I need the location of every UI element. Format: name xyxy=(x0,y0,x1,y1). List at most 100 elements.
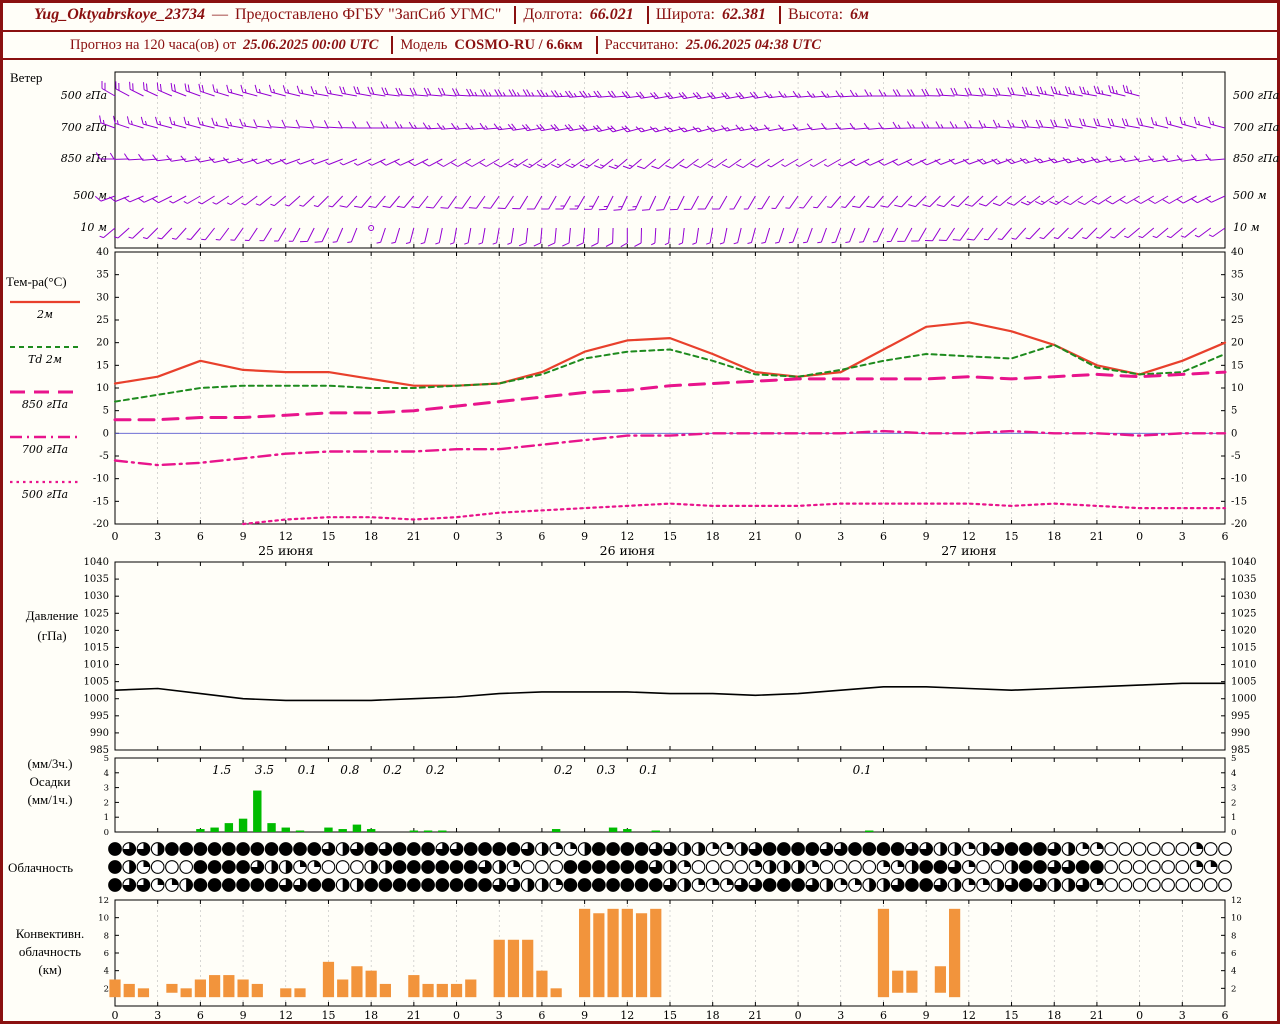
svg-text:Ветер: Ветер xyxy=(10,70,42,85)
svg-text:1000: 1000 xyxy=(1231,694,1256,705)
svg-text:6: 6 xyxy=(1222,530,1229,543)
svg-text:500 м: 500 м xyxy=(1233,189,1267,202)
svg-text:700 гПа: 700 гПа xyxy=(1233,121,1279,134)
svg-text:2: 2 xyxy=(1231,984,1236,994)
svg-text:12: 12 xyxy=(279,530,293,543)
svg-text:1015: 1015 xyxy=(84,642,109,653)
model-value: COSMO-RU / 6.6км xyxy=(454,36,583,53)
svg-text:35: 35 xyxy=(1231,270,1244,281)
svg-text:18: 18 xyxy=(364,1009,378,1022)
svg-text:21: 21 xyxy=(748,530,762,543)
svg-text:21: 21 xyxy=(748,1009,762,1022)
svg-text:4: 4 xyxy=(104,769,109,779)
svg-text:1035: 1035 xyxy=(84,574,109,585)
svg-text:0: 0 xyxy=(453,530,460,543)
svg-text:-20: -20 xyxy=(1231,519,1247,530)
svg-text:20: 20 xyxy=(1231,338,1244,349)
svg-text:9: 9 xyxy=(581,530,588,543)
svg-text:1020: 1020 xyxy=(84,625,109,636)
svg-text:40: 40 xyxy=(1231,247,1244,258)
svg-text:3: 3 xyxy=(1179,530,1186,543)
svg-text:500 гПа: 500 гПа xyxy=(22,488,68,501)
svg-text:0: 0 xyxy=(1231,828,1236,838)
svg-text:500 гПа: 500 гПа xyxy=(61,89,107,102)
svg-text:35: 35 xyxy=(96,270,109,281)
svg-text:4: 4 xyxy=(104,967,109,977)
svg-text:21: 21 xyxy=(407,1009,421,1022)
svg-text:500 м: 500 м xyxy=(73,189,107,202)
svg-text:6: 6 xyxy=(880,530,887,543)
svg-text:10: 10 xyxy=(96,383,109,394)
svg-text:0: 0 xyxy=(104,828,109,838)
wind-panel: Ветер 500 гПа 500 гПа 700 гПа 700 гПа 850 гПа… xyxy=(10,70,1279,249)
svg-text:(мм/3ч.): (мм/3ч.) xyxy=(27,756,72,771)
svg-text:995: 995 xyxy=(1231,711,1250,722)
convective-cloud-panel: 12 12 10 10 8 8 6 6 4 4 2 2 Конвективн. облачность (км… xyxy=(16,896,1242,1007)
svg-text:Тем-ра(°C): Тем-ра(°C) xyxy=(6,274,67,289)
svg-text:6: 6 xyxy=(197,1009,204,1022)
svg-text:(км): (км) xyxy=(38,962,61,977)
svg-text:3: 3 xyxy=(496,530,503,543)
svg-text:-10: -10 xyxy=(1231,474,1247,485)
dash: — xyxy=(211,6,228,23)
svg-text:18: 18 xyxy=(1047,530,1061,543)
svg-text:-15: -15 xyxy=(93,496,109,507)
divider xyxy=(595,36,598,54)
svg-text:25 июня: 25 июня xyxy=(258,543,313,558)
station-name: Yug_Oktyabrskoye_23734 xyxy=(34,6,205,23)
svg-text:3: 3 xyxy=(1231,784,1236,794)
svg-text:(гПа): (гПа) xyxy=(37,628,66,643)
cloud-cover-panel: Облачность xyxy=(8,842,1232,892)
svg-text:0: 0 xyxy=(795,1009,802,1022)
svg-text:20: 20 xyxy=(96,338,109,349)
svg-text:1010: 1010 xyxy=(84,660,109,671)
svg-text:25: 25 xyxy=(96,315,109,326)
svg-text:0.2: 0.2 xyxy=(426,763,445,777)
svg-text:Давление: Давление xyxy=(26,608,79,623)
svg-text:-20: -20 xyxy=(93,519,109,530)
svg-text:6: 6 xyxy=(538,530,545,543)
svg-text:990: 990 xyxy=(90,728,109,739)
svg-text:985: 985 xyxy=(90,745,109,756)
svg-text:15: 15 xyxy=(1005,530,1019,543)
svg-text:2м: 2м xyxy=(36,308,53,321)
svg-text:0.1: 0.1 xyxy=(853,763,872,777)
svg-text:15: 15 xyxy=(663,530,677,543)
svg-text:6: 6 xyxy=(538,1009,545,1022)
svg-text:5: 5 xyxy=(1231,406,1237,417)
svg-text:1040: 1040 xyxy=(84,557,109,568)
svg-text:12: 12 xyxy=(620,1009,634,1022)
divider xyxy=(646,6,649,24)
svg-text:990: 990 xyxy=(1231,728,1250,739)
svg-text:2: 2 xyxy=(104,984,109,994)
svg-text:8: 8 xyxy=(1231,931,1236,941)
svg-text:0: 0 xyxy=(103,428,109,439)
svg-text:0: 0 xyxy=(453,1009,460,1022)
svg-text:15: 15 xyxy=(321,1009,335,1022)
svg-text:850 гПа: 850 гПа xyxy=(22,398,68,411)
latitude-value: 62.381 xyxy=(721,6,766,23)
svg-text:12: 12 xyxy=(620,530,634,543)
svg-text:3: 3 xyxy=(837,530,844,543)
svg-text:1025: 1025 xyxy=(84,608,109,619)
svg-text:1.5: 1.5 xyxy=(212,763,231,777)
svg-text:3: 3 xyxy=(104,784,109,794)
svg-text:облачность: облачность xyxy=(19,944,81,959)
svg-text:995: 995 xyxy=(90,711,109,722)
svg-text:18: 18 xyxy=(364,530,378,543)
svg-text:1005: 1005 xyxy=(1231,677,1256,688)
svg-text:12: 12 xyxy=(98,896,109,906)
svg-text:25: 25 xyxy=(1231,315,1244,326)
calc-time-value: 25.06.2025 04:38 UTC xyxy=(685,36,822,53)
svg-text:12: 12 xyxy=(1231,896,1242,906)
svg-text:1: 1 xyxy=(1231,813,1236,823)
svg-text:0: 0 xyxy=(1136,530,1143,543)
svg-text:3: 3 xyxy=(154,1009,161,1022)
precipitation-panel: 5 5 4 4 3 3 2 2 1 1 0 0 (мм/3ч.) Осадки (мм/1ч.) 1.5 3.5… xyxy=(27,754,1236,838)
svg-text:1000: 1000 xyxy=(84,694,109,705)
svg-text:30: 30 xyxy=(1231,292,1244,303)
svg-text:26 июня: 26 июня xyxy=(600,543,655,558)
altitude-label: Высота: xyxy=(787,6,844,23)
svg-text:850 гПа: 850 гПа xyxy=(1233,152,1279,165)
temperature-legend: Тем-ра(°C) 2м Td 2м 850 гПа 700 гПа 500 гПа xyxy=(6,274,80,501)
